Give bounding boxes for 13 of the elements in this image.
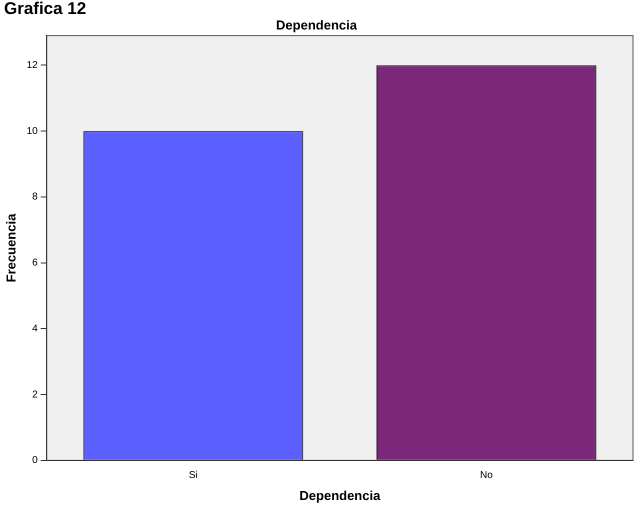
x-tick-label: Si (188, 470, 198, 482)
y-tick-label: 6 (32, 258, 38, 269)
y-tick-label: 0 (32, 455, 38, 466)
y-axis-title: Frecuencia (3, 212, 18, 282)
text: Grafica 12 (4, 0, 86, 18)
y-tick-label: 4 (32, 323, 38, 334)
y-tick-label: 8 (32, 192, 38, 203)
y-tick-label: 12 (26, 60, 38, 71)
x-tick-label: No (480, 470, 494, 482)
y-tick-label: 10 (26, 126, 38, 137)
y-tick-label: 2 (32, 389, 38, 400)
x-axis-title: Dependencia (299, 488, 382, 503)
chart-title: Dependencia (276, 17, 358, 32)
